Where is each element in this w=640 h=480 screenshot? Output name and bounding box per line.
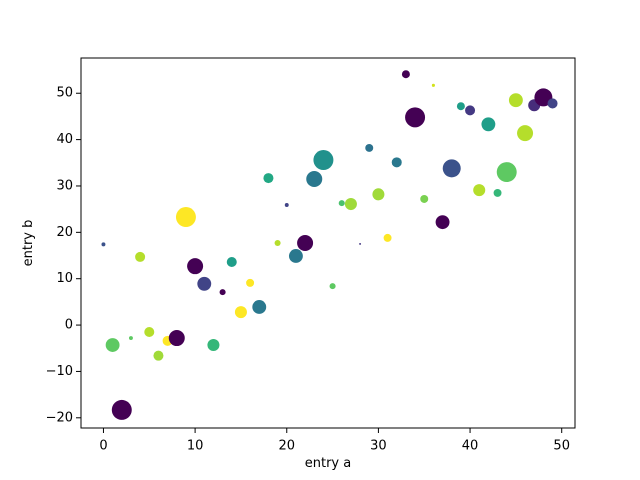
- scatter-point: [405, 107, 426, 128]
- scatter-point: [435, 215, 450, 230]
- x-tick-label: 20: [278, 439, 295, 454]
- scatter-point: [473, 184, 486, 197]
- scatter-point: [144, 327, 155, 338]
- y-tick-label: 0: [65, 318, 73, 333]
- scatter-point: [547, 98, 558, 109]
- scatter-point: [344, 198, 357, 211]
- x-tick-label: 40: [462, 439, 479, 454]
- scatter-point: [111, 399, 132, 420]
- scatter-point: [219, 289, 226, 296]
- y-tick-label: 30: [56, 178, 73, 193]
- scatter-point: [313, 150, 334, 170]
- y-tick-label: −10: [46, 364, 73, 379]
- scatter-point: [493, 188, 502, 197]
- scatter-point: [383, 233, 392, 242]
- y-tick-label: 10: [56, 271, 73, 286]
- y-tick-label: 40: [56, 132, 73, 147]
- scatter-point: [246, 278, 255, 287]
- x-tick-label: 30: [370, 439, 387, 454]
- y-tick-label: 20: [56, 225, 73, 240]
- y-axis-label: entry b: [21, 220, 36, 267]
- scatter-point: [284, 203, 289, 207]
- scatter-point: [517, 125, 534, 142]
- scatter-point: [175, 207, 196, 228]
- scatter-point: [128, 336, 133, 341]
- scatter-point: [168, 330, 185, 347]
- x-tick-label: 50: [553, 439, 570, 454]
- y-tick-label: −20: [46, 410, 73, 425]
- scatter-point: [481, 117, 496, 132]
- scatter-point: [297, 234, 314, 252]
- scatter-point: [105, 338, 120, 352]
- scatter-point: [431, 83, 435, 87]
- scatter-point: [101, 242, 106, 247]
- scatter-point: [135, 251, 146, 262]
- scatter-point: [274, 239, 281, 247]
- scatter-point: [508, 93, 523, 108]
- scatter-point: [359, 242, 362, 245]
- scatter-point: [288, 249, 303, 263]
- scatter-point: [197, 276, 212, 291]
- x-axis-label: entry a: [305, 456, 351, 471]
- scatter-point: [372, 188, 385, 201]
- scatter-point: [465, 105, 476, 116]
- plot-frame: [80, 57, 576, 429]
- x-tick-label: 0: [99, 439, 107, 454]
- scatter-point: [234, 306, 247, 319]
- scatter-point: [365, 143, 374, 152]
- scatter-point: [329, 283, 336, 290]
- scatter-point: [207, 338, 220, 352]
- scatter-point: [187, 258, 204, 275]
- scatter-point: [306, 171, 323, 188]
- scatter-point: [338, 200, 345, 207]
- x-tick-label: 10: [187, 439, 204, 454]
- scatter-point: [442, 159, 461, 178]
- scatter-point: [252, 300, 267, 314]
- scatter-point: [153, 350, 164, 361]
- y-tick-label: 50: [56, 86, 73, 101]
- scatter-point: [401, 70, 410, 79]
- scatter-point: [456, 102, 465, 111]
- scatter-point: [420, 194, 429, 203]
- scatter-point: [496, 162, 517, 183]
- scatter-point: [226, 257, 237, 268]
- scatter-point: [391, 157, 402, 168]
- scatter-point: [263, 173, 274, 184]
